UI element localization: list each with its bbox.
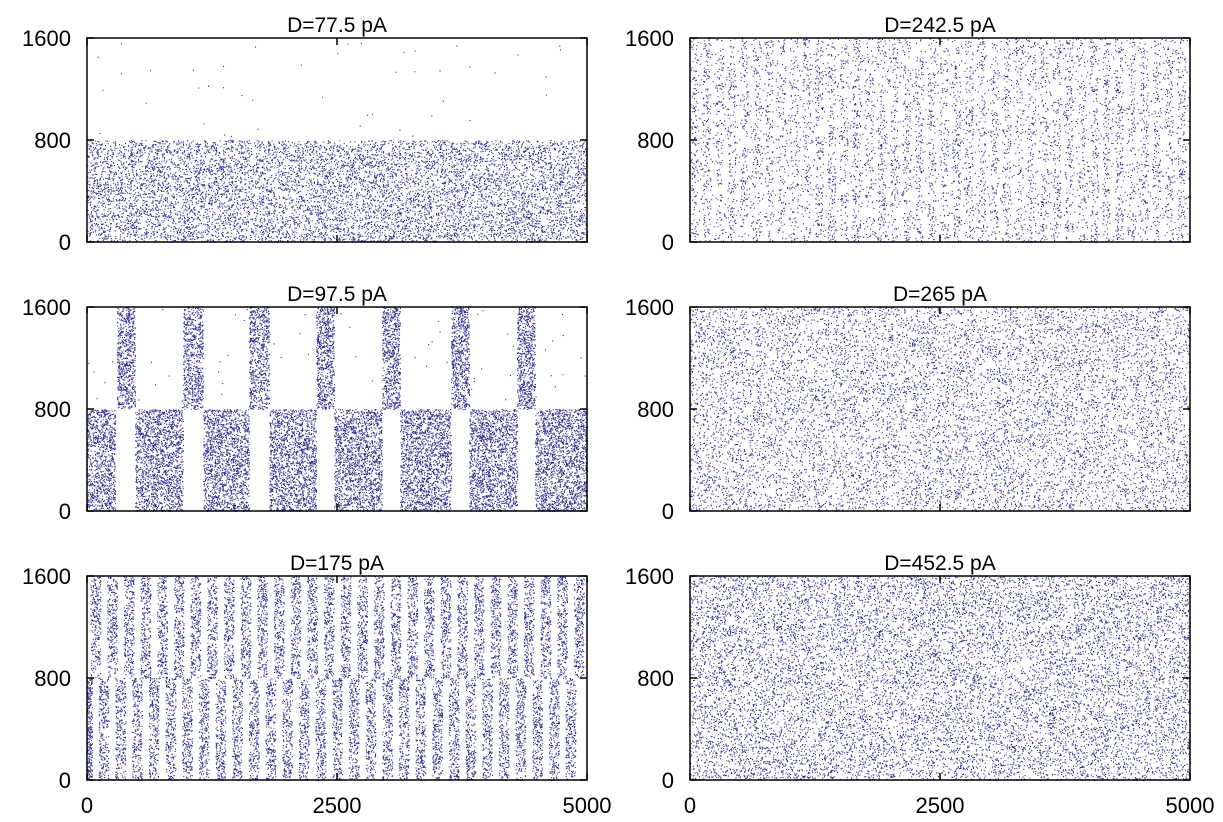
panel-d-77-5: D=77.5 pA 0 800 1600 [22,14,589,255]
y-tick-label: 1600 [625,295,674,320]
y-tick-label: 800 [34,128,71,153]
y-tick-label: 1600 [22,564,71,589]
panel-title: D=77.5 pA [287,14,387,37]
plot-frame [86,575,588,781]
tick-marks [689,37,1191,243]
panel-d-242-5: D=242.5 pA 0 800 1600 [625,14,1192,255]
panel-title: D=175 pA [290,552,384,575]
panel-d-175: D=175 pA 0 800 1600 0 2500 5000 [22,552,611,818]
x-tick-label: 0 [684,793,696,818]
spike-dots [87,307,589,513]
spike-dots [87,576,585,782]
x-tick-label: 5000 [563,793,612,818]
x-tick-label: 2500 [313,793,362,818]
spike-dots [690,38,1192,244]
spike-points [690,38,1192,244]
y-tick-label: 0 [662,499,674,524]
plot-frame [689,575,1191,781]
y-tick-label: 0 [59,230,71,255]
y-tick-label: 800 [34,666,71,691]
y-tick-label: 0 [59,768,71,793]
panel-title: D=242.5 pA [884,14,996,37]
y-tick-label: 800 [637,128,674,153]
spike-points [690,307,1191,513]
spike-points [690,576,1192,782]
panel-title: D=265 pA [893,283,987,306]
tick-marks [689,575,1191,781]
y-tick-label: 0 [662,230,674,255]
panel-d-452-5: D=452.5 pA 0 800 1600 0 2500 5000 [625,552,1214,818]
y-tick-label: 1600 [625,26,674,51]
y-tick-label: 800 [637,397,674,422]
tick-marks [86,575,588,781]
plot-frame [86,37,588,243]
y-tick-label: 1600 [22,26,71,51]
x-tick-label: 0 [81,793,93,818]
spike-dots [87,42,589,244]
y-tick-label: 800 [637,666,674,691]
spike-points [87,42,589,244]
x-tick-label: 5000 [1166,793,1215,818]
spike-dots [690,576,1192,782]
spike-dots [690,307,1191,513]
y-tick-label: 1600 [625,564,674,589]
y-tick-label: 800 [34,397,71,422]
panel-title: D=97.5 pA [287,283,387,306]
spike-points [87,307,589,513]
y-tick-label: 1600 [22,295,71,320]
x-tick-label: 2500 [916,793,965,818]
tick-marks [86,37,588,243]
y-tick-label: 0 [662,768,674,793]
tick-marks [86,306,588,512]
y-tick-label: 0 [59,499,71,524]
panel-title: D=452.5 pA [884,552,996,575]
panel-d-97-5: D=97.5 pA 0 800 1600 [22,283,589,524]
panel-d-265: D=265 pA 0 800 1600 [625,283,1191,524]
tick-marks [689,306,1191,512]
spike-points [87,576,585,782]
